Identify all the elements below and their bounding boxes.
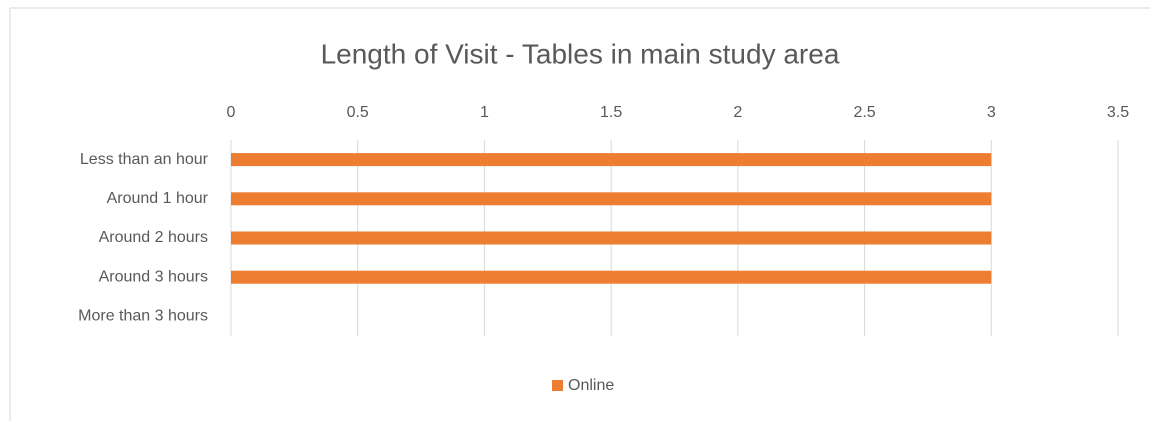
y-tick-label: Less than an hour bbox=[80, 151, 209, 168]
x-tick-label: 3 bbox=[987, 104, 996, 121]
x-tick-label: 2 bbox=[733, 104, 742, 121]
x-tick-label: 3.5 bbox=[1107, 104, 1129, 121]
x-tick-label: 0 bbox=[227, 104, 236, 121]
x-tick-label: 1 bbox=[480, 104, 489, 121]
y-tick-label: More than 3 hours bbox=[78, 308, 208, 325]
y-tick-label: Around 3 hours bbox=[99, 268, 208, 285]
x-tick-label: 0.5 bbox=[347, 104, 369, 121]
legend-swatch bbox=[552, 380, 563, 391]
y-tick-label: Around 2 hours bbox=[99, 229, 208, 246]
chart-title: Length of Visit - Tables in main study a… bbox=[321, 38, 840, 69]
legend-label: Online bbox=[568, 377, 614, 394]
x-tick-label: 2.5 bbox=[853, 104, 875, 121]
y-tick-label: Around 1 hour bbox=[107, 190, 209, 207]
bar bbox=[231, 231, 992, 245]
bar bbox=[231, 192, 992, 206]
bar bbox=[231, 270, 992, 284]
bar bbox=[231, 153, 992, 167]
x-tick-label: 1.5 bbox=[600, 104, 622, 121]
